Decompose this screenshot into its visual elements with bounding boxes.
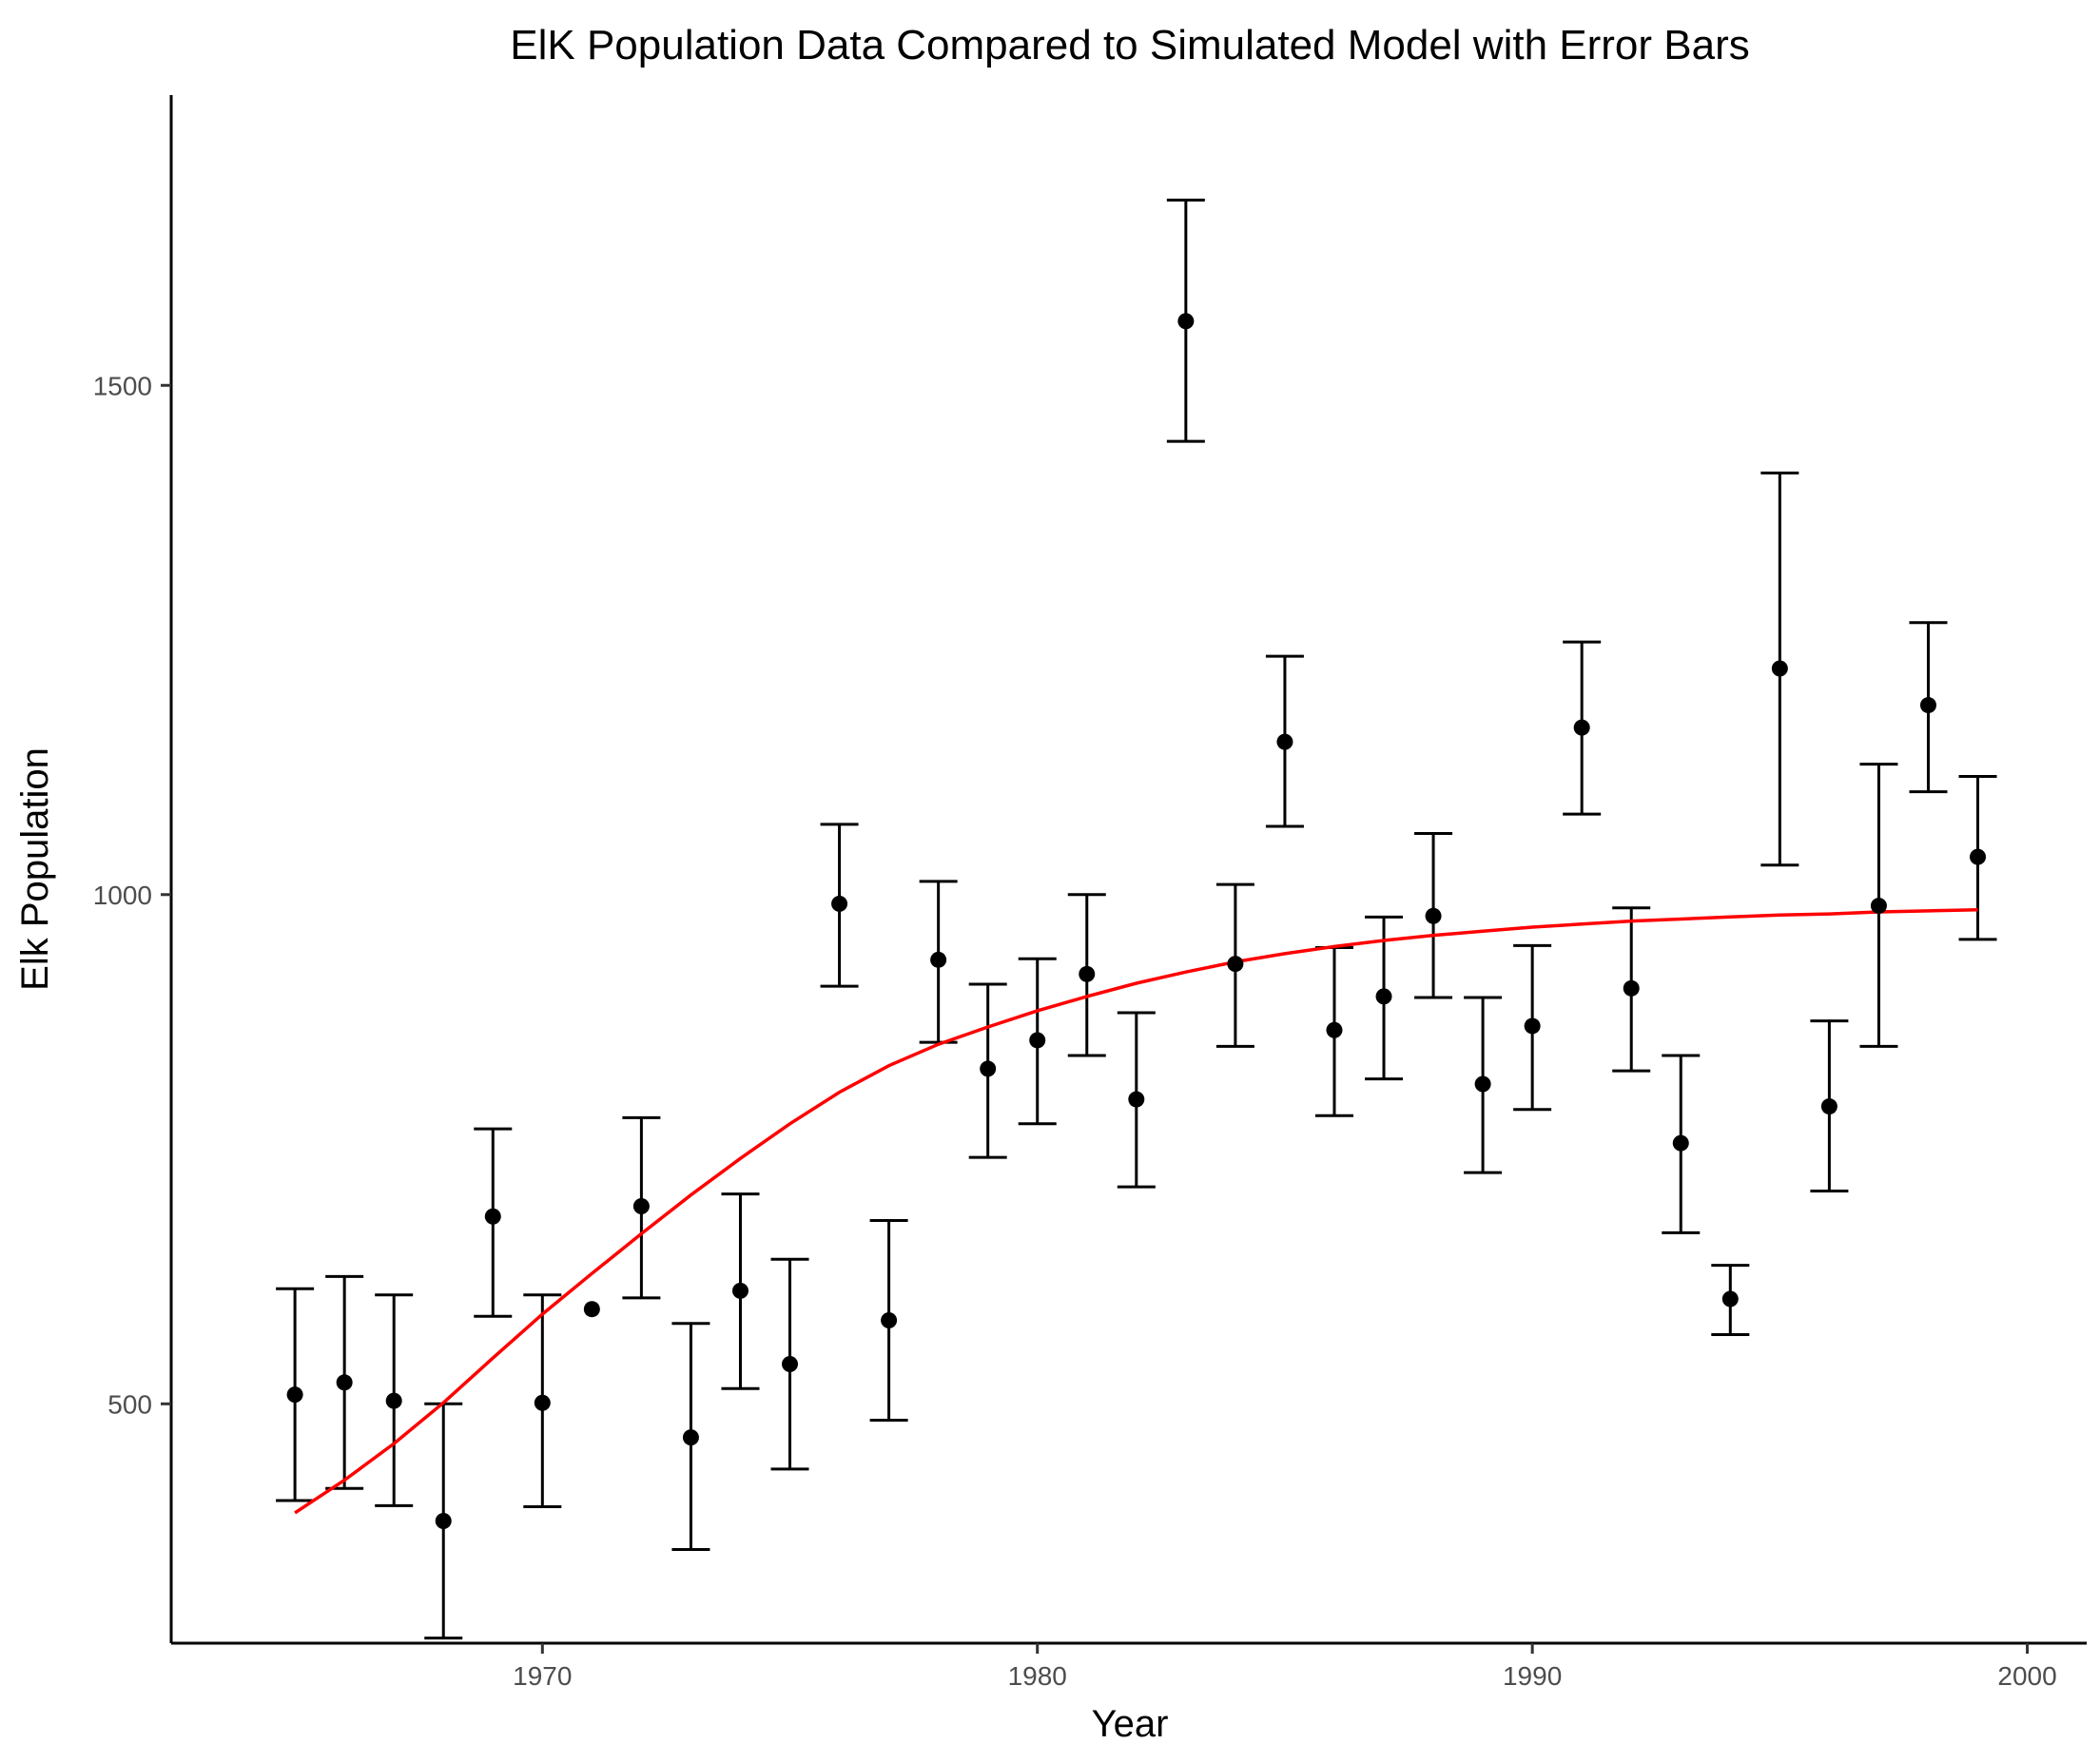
data-point [1326, 1021, 1343, 1038]
y-axis-ticks: 500 1000 1500 [93, 371, 171, 1419]
data-point [1721, 1290, 1739, 1308]
data-point [286, 1386, 303, 1404]
data-point [1128, 1091, 1145, 1108]
model-line [294, 908, 1978, 1515]
data-point [385, 1392, 402, 1409]
data-point [980, 1060, 997, 1077]
data-point [1771, 660, 1788, 677]
data-point [1029, 1032, 1046, 1049]
data-point [881, 1311, 898, 1328]
data-point [1474, 1075, 1491, 1093]
data-point [1820, 1098, 1838, 1115]
x-tick-label: 2000 [1997, 1661, 2056, 1691]
data-point [731, 1282, 749, 1299]
data-point [435, 1512, 452, 1529]
data-point [930, 951, 947, 968]
y-axis-label: Elk Population [14, 747, 56, 991]
x-axis-ticks: 1970 1980 1990 2000 [513, 1643, 2057, 1691]
y-tick-label: 500 [107, 1389, 152, 1419]
data-point [782, 1356, 799, 1373]
data-point [1524, 1017, 1541, 1035]
data-point [632, 1198, 650, 1215]
y-tick-label: 1000 [93, 881, 152, 910]
chart-title: ElK Population Data Compared to Simulate… [510, 22, 1750, 68]
data-point [1623, 979, 1640, 997]
x-tick-label: 1980 [1008, 1661, 1067, 1691]
data-point [1177, 313, 1195, 330]
data-point [1919, 697, 1936, 714]
x-tick-label: 1990 [1503, 1661, 1562, 1691]
data-point [831, 895, 848, 912]
y-tick-label: 1500 [93, 371, 152, 400]
data-point [534, 1394, 551, 1411]
data-point [484, 1208, 501, 1225]
data-point [682, 1429, 699, 1446]
data-point [1573, 719, 1590, 736]
data-point [336, 1374, 353, 1391]
data-point [583, 1301, 600, 1318]
data-point [1227, 956, 1244, 973]
x-tick-label: 1970 [513, 1661, 572, 1691]
data-point [1970, 848, 1987, 865]
data-point [1276, 733, 1293, 750]
data-point [1375, 988, 1392, 1005]
x-axis-label: Year [1092, 1703, 1169, 1745]
data-point [1079, 965, 1096, 982]
data-point [1425, 907, 1442, 924]
plot-area [276, 198, 1997, 1640]
data-point [1672, 1134, 1689, 1152]
data-point [1870, 898, 1887, 915]
